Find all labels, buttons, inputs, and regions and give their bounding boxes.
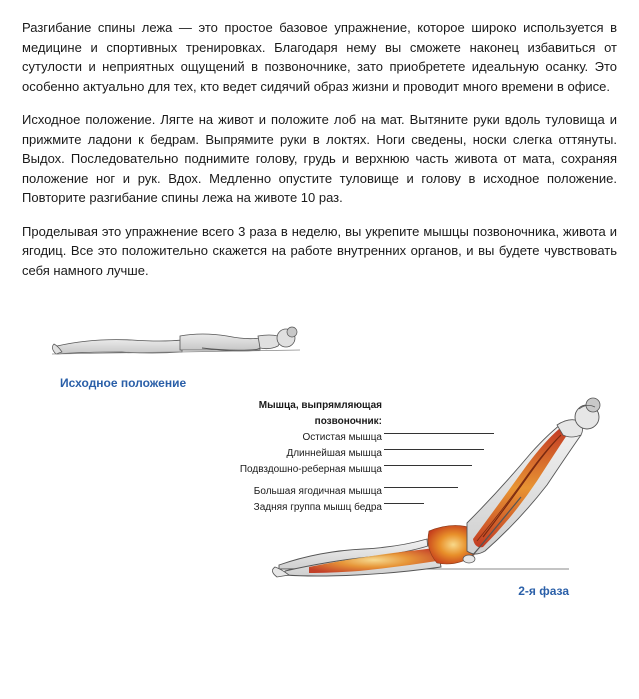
muscle-label-dlinneyshaya: Длиннейшая мышца xyxy=(182,446,382,462)
label-phase-2: 2-я фаза xyxy=(518,582,569,600)
paragraph-instructions: Исходное положение. Лягте на живот и пол… xyxy=(22,110,617,208)
leader-line xyxy=(384,487,458,488)
label-starting-position: Исходное положение xyxy=(60,374,186,392)
leader-line xyxy=(384,433,494,434)
muscle-title-line2: позвоночник: xyxy=(315,416,382,427)
muscle-label-podvzdoshno: Подвздошно-реберная мышца xyxy=(182,462,382,478)
muscle-group-title: Мышца, выпрямляющая позвоночник: xyxy=(182,398,382,430)
paragraph-benefits: Проделывая это упражнение всего 3 раза в… xyxy=(22,222,617,281)
paragraph-intro: Разгибание спины лежа — это простое базо… xyxy=(22,18,617,96)
leader-line xyxy=(384,449,484,450)
leader-line xyxy=(384,503,424,504)
exercise-diagram: Исходное положение xyxy=(22,286,617,606)
muscle-label-hamstring: Задняя группа мышц бедра xyxy=(182,500,382,516)
muscle-label-block: Мышца, выпрямляющая позвоночник: Остиста… xyxy=(182,398,382,516)
figure-starting-position xyxy=(52,296,302,366)
leader-line xyxy=(384,465,472,466)
muscle-label-glute: Большая ягодичная мышца xyxy=(182,484,382,500)
muscle-title-line1: Мышца, выпрямляющая xyxy=(259,400,382,411)
muscle-label-ostistaya: Остистая мышца xyxy=(182,430,382,446)
